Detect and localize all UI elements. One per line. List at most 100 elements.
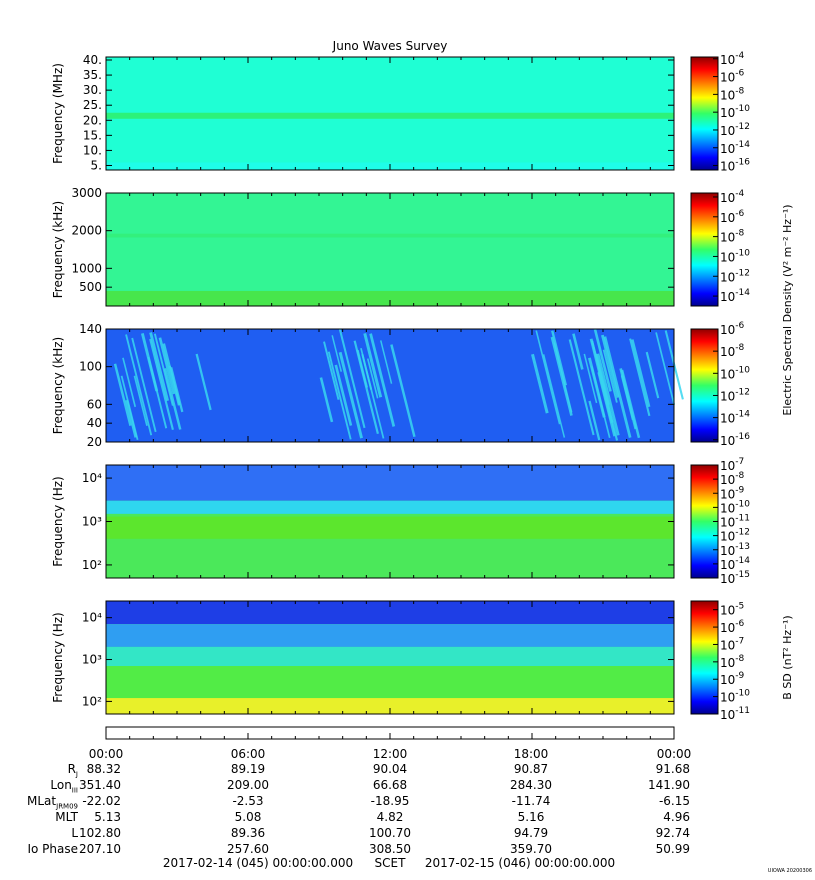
y-tick-label: 500 xyxy=(79,280,102,294)
ephemeris-value: 92.74 xyxy=(655,826,690,840)
emission-burst xyxy=(602,349,618,403)
figure-title: Juno Waves Survey xyxy=(332,39,448,53)
emission-burst xyxy=(360,347,385,439)
emission-burst xyxy=(631,339,651,408)
ephemeris-value: 89.19 xyxy=(230,762,266,776)
emission-burst xyxy=(149,338,174,431)
emission-burst xyxy=(369,333,396,427)
emission-burst xyxy=(531,353,549,414)
emission-burst xyxy=(122,357,137,408)
y-tick-label: 1000 xyxy=(71,261,102,275)
colorbar-tick-label: 10-12 xyxy=(720,268,750,284)
ephemeris-row-label: MLT xyxy=(55,810,78,824)
ephemeris-row-label: L xyxy=(71,826,78,840)
ephemeris-value: -11.74 xyxy=(511,794,551,808)
colorbar-tick-label: 10-10 xyxy=(720,689,750,705)
spectral-band xyxy=(106,112,674,119)
spectral-band xyxy=(106,516,674,539)
y-tick-label: 15. xyxy=(83,128,102,142)
ephemeris-time: 06:00 xyxy=(230,747,266,761)
y-tick-label: 10³ xyxy=(82,653,102,667)
ephemeris-row-label: LonIII xyxy=(50,778,78,795)
emission-burst xyxy=(125,334,153,436)
colorbar-tick-label: 10-6 xyxy=(720,619,745,635)
colorbar-tick-label: 10-6 xyxy=(720,209,745,225)
footer-scet-label: SCET xyxy=(375,856,407,870)
colorbar-tick-label: 10-15 xyxy=(720,570,750,586)
y-tick-label: 60 xyxy=(87,397,102,411)
ephemeris-value: 284.30 xyxy=(510,778,552,792)
emission-burst xyxy=(323,341,340,400)
ephemeris-value: 209.00 xyxy=(227,778,269,792)
y-tick-label: 35. xyxy=(83,68,102,82)
ephemeris-row-label: Io Phase xyxy=(27,842,78,856)
ephemeris-time: 00:00 xyxy=(88,747,124,761)
ephemeris-time: 12:00 xyxy=(372,747,408,761)
colorbar-tick-label: 10-14 xyxy=(720,410,750,426)
emission-burst xyxy=(572,333,584,370)
y-tick-label: 10² xyxy=(82,558,102,572)
panels: 5.10.15.20.25.30.35.40. Frequency (MHz) 10… xyxy=(51,51,794,722)
emission-burst xyxy=(535,330,561,425)
y-axis-label: Frequency (Hz) xyxy=(51,612,65,703)
emission-burst xyxy=(550,336,573,416)
colorbar-tick-label: 10-11 xyxy=(720,706,750,722)
colorbar-tick-label: 10-4 xyxy=(720,189,745,205)
colorbar-tick-label: 10-8 xyxy=(720,343,745,359)
emission-burst xyxy=(597,371,616,437)
emission-burst xyxy=(629,338,651,417)
time-axis-strip xyxy=(105,726,675,740)
ephemeris-value: 5.16 xyxy=(517,810,545,824)
colorbar-tick-label: 10-14 xyxy=(720,288,750,304)
emission-burst xyxy=(645,351,660,399)
emission-burst xyxy=(319,377,334,423)
y-tick-label: 2000 xyxy=(71,224,102,238)
ephemeris-value: -18.95 xyxy=(370,794,410,808)
emission-burst xyxy=(542,354,566,438)
ephemeris-value: -6.15 xyxy=(658,794,690,808)
ephemeris-value: 90.87 xyxy=(513,762,549,776)
emission-burst xyxy=(327,351,352,440)
colorbar-tick-label: 10-10 xyxy=(720,248,750,264)
y-tick-label: 100 xyxy=(79,360,102,374)
emission-burst xyxy=(620,375,634,421)
ephemeris-value: -2.53 xyxy=(232,794,264,808)
ephemeris-value: 351.40 xyxy=(79,778,121,792)
emission-burst xyxy=(163,368,182,430)
ephemeris-row-label: MLatJRM09 xyxy=(27,794,78,811)
emission-burst xyxy=(170,367,184,413)
emission-burst xyxy=(551,330,568,386)
emission-burst xyxy=(338,328,366,429)
spectral-band xyxy=(106,233,674,238)
colorbar-tick-label: 10-16 xyxy=(720,158,750,174)
ephemeris-value: 5.13 xyxy=(94,810,121,824)
footer-stamp: UIOWA 20200306 xyxy=(768,868,812,874)
emission-burst xyxy=(133,375,148,427)
y-tick-label: 30. xyxy=(83,83,102,97)
y-tick-label: 40. xyxy=(83,53,102,67)
ephemeris-time: 18:00 xyxy=(513,747,549,761)
emission-burst xyxy=(603,336,632,438)
panel-2: 500 1000 2000 3000 Frequency (kHz) 10-14 10-12… xyxy=(51,186,750,307)
y-axis-label: Frequency (MHz) xyxy=(51,63,65,164)
ephemeris-value: 66.68 xyxy=(372,778,408,792)
colorbar-tick-label: 10-10 xyxy=(720,365,750,381)
emission-burst xyxy=(356,349,369,388)
y-axis-label: Frequency (Hz) xyxy=(51,476,65,567)
emission-burst xyxy=(153,333,174,406)
colorbar-tick-label: 10-5 xyxy=(720,602,744,618)
ephemeris-value: 91.68 xyxy=(655,762,690,776)
colorbar-tick-label: 10-6 xyxy=(720,321,745,337)
y-tick-label: 5. xyxy=(91,158,102,172)
y-tick-label: 140 xyxy=(79,322,102,336)
y-tick-label: 10² xyxy=(82,694,102,708)
colorbar-tick-label: 10-4 xyxy=(720,51,745,67)
shared-colorbar-label: Electric Spectral Density (V² m⁻² Hz⁻¹) xyxy=(781,204,794,415)
emission-burst xyxy=(338,351,364,439)
emission-burst xyxy=(583,353,598,404)
panel-1: 5.10.15.20.25.30.35.40. Frequency (MHz) 10… xyxy=(51,51,750,174)
ephemeris-value: -22.02 xyxy=(82,794,121,808)
colorbar xyxy=(690,192,719,307)
